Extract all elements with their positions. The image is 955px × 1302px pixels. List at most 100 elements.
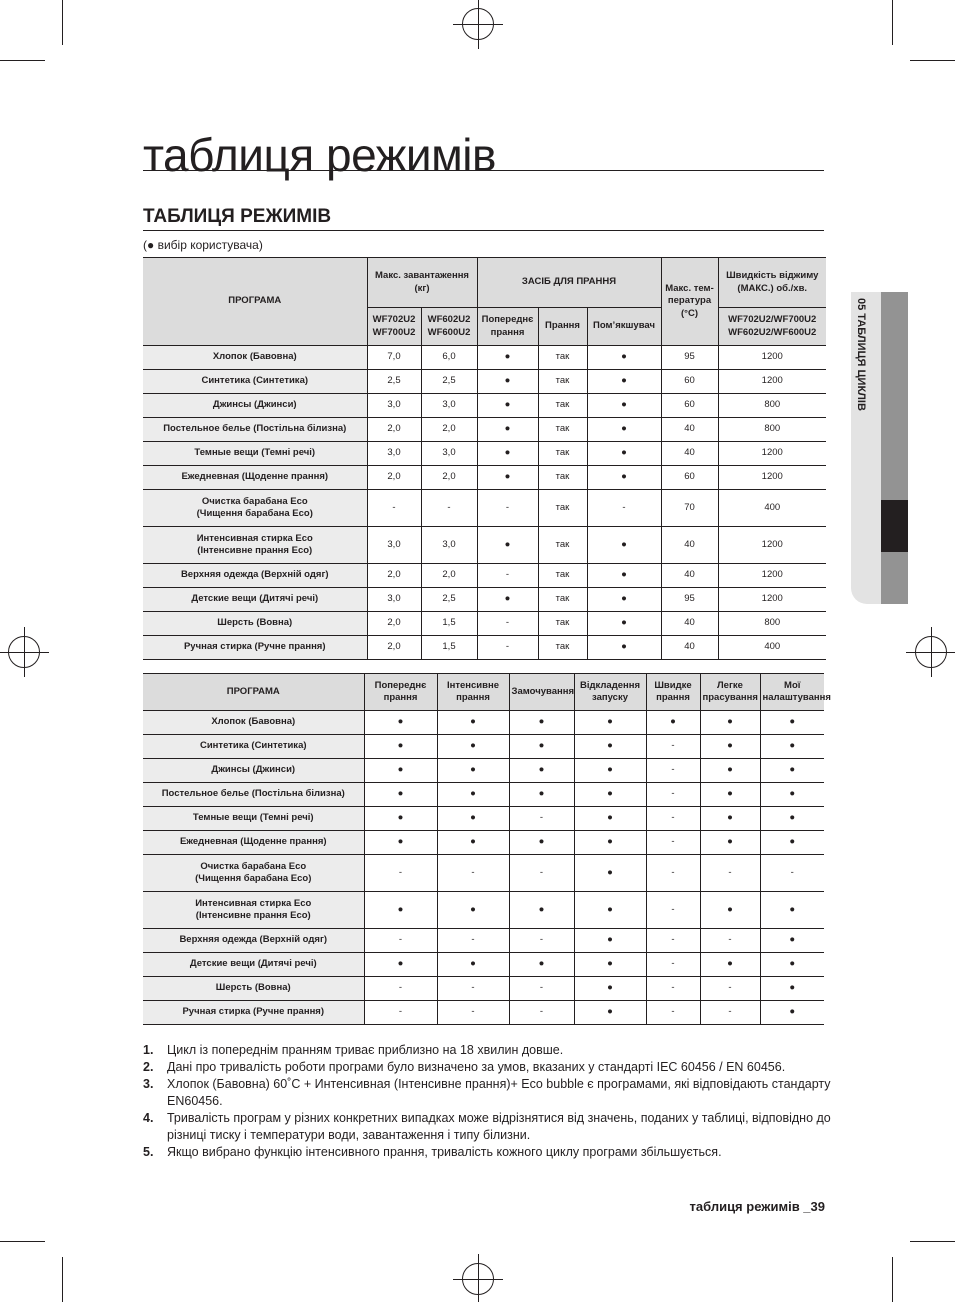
cell-value: так xyxy=(538,345,588,370)
header-col-6: Легке прасування xyxy=(700,673,761,711)
header-max-load: Макс. завантаження (кг) xyxy=(367,257,478,308)
table-row: Интенсивная стирка Eco (Інтенсивне пранн… xyxy=(143,526,826,564)
header-spin: Швидкість віджиму (МАКС.) об./хв. xyxy=(718,257,826,308)
footnote-item: 5. Якщо вибрано функцію інтенсивного пран… xyxy=(143,1144,833,1161)
table-row: Джинсы (Джинси) ● ● ● ● - ● ● xyxy=(143,758,824,783)
selected-dot-icon: ● xyxy=(477,393,539,418)
selected-dot-icon: ● xyxy=(437,952,510,977)
program-name: Ежедневная (Щоденне прання) xyxy=(143,465,368,490)
selected-dot-icon: ● xyxy=(574,928,647,953)
cell-value: 800 xyxy=(718,611,826,636)
cell-value: 2,0 xyxy=(421,465,478,490)
selected-dot-icon: ● xyxy=(760,928,824,953)
selected-dot-icon: ● xyxy=(364,758,438,783)
program-name: Джинсы (Джинси) xyxy=(143,393,368,418)
table-row: Очистка барабана Eco (Чищення барабана E… xyxy=(143,854,824,892)
cell-value: - xyxy=(509,928,575,953)
selected-dot-icon: ● xyxy=(574,782,647,807)
program-name: Детские вещи (Дитячі речі) xyxy=(143,587,368,612)
selected-dot-icon: ● xyxy=(364,734,438,759)
header-load-b: WF602U2 WF600U2 xyxy=(421,307,478,346)
cell-value: так xyxy=(538,563,588,588)
table-row: Постельное белье (Постільна білизна) ● ● ● ●… xyxy=(143,782,824,807)
cell-value: 2,0 xyxy=(367,563,422,588)
cell-value: - xyxy=(646,928,701,953)
cell-value: - xyxy=(646,782,701,807)
program-name: Джинсы (Джинси) xyxy=(143,758,365,783)
table-row: Ручная стирка (Ручне прання) 2,0 1,5- так ● 4… xyxy=(143,635,826,660)
footnote-text: Тривалість програм у різних конкретних в… xyxy=(167,1111,831,1142)
selected-dot-icon: ● xyxy=(700,734,761,759)
cell-value: 60 xyxy=(661,465,719,490)
cell-value: 40 xyxy=(661,526,719,564)
header-max-temp: Макс. тем-пература (°C) xyxy=(661,257,719,346)
cell-value: - xyxy=(437,976,510,1001)
header-col-7: Мої налаштування xyxy=(760,673,831,711)
selected-dot-icon: ● xyxy=(587,587,662,612)
selected-dot-icon: ● xyxy=(574,952,647,977)
program-name: Темные вещи (Темні речі) xyxy=(143,441,368,466)
cell-value: так xyxy=(538,465,588,490)
program-name: Хлопок (Бавовна) xyxy=(143,710,365,735)
cell-value: 40 xyxy=(661,635,719,660)
registration-mark-icon xyxy=(453,1254,503,1302)
section-divider xyxy=(143,230,824,231)
cell-value: 2,5 xyxy=(421,587,478,612)
section-title: ТАБЛИЦЯ РЕЖИМІВ xyxy=(143,206,332,227)
cell-value: 1200 xyxy=(718,526,826,564)
crop-mark xyxy=(62,0,63,45)
program-name: Синтетика (Синтетика) xyxy=(143,369,368,394)
table-row: Темные вещи (Темні речі) ● ● - ● - ● ● xyxy=(143,806,824,831)
program-name: Интенсивная стирка Eco (Інтенсивне пранн… xyxy=(143,526,368,564)
table-row: Ручная стирка (Ручне прання) - - - ● - - ● xyxy=(143,1000,824,1025)
selected-dot-icon: ● xyxy=(437,830,510,855)
selected-dot-icon: ● xyxy=(574,1000,647,1025)
selected-dot-icon: ● xyxy=(477,587,539,612)
selected-dot-icon: ● xyxy=(700,758,761,783)
selected-dot-icon: ● xyxy=(760,734,824,759)
cell-value: - xyxy=(364,976,438,1001)
table-row: Темные вещи (Темні речі) 3,0 3,0 ● так ● 40 120… xyxy=(143,441,826,466)
selected-dot-icon: ● xyxy=(574,976,647,1001)
table-row: Очистка барабана Eco (Чищення барабана E… xyxy=(143,489,826,527)
selected-dot-icon: ● xyxy=(477,345,539,370)
header-col-3: Замочування xyxy=(509,673,575,711)
program-name: Темные вещи (Темні речі) xyxy=(143,806,365,831)
crop-mark xyxy=(0,60,45,61)
side-tab-label: 05 ТАБЛИЦЯ ЦИКЛІВ xyxy=(855,298,867,411)
cell-value: 2,0 xyxy=(421,417,478,442)
cell-value: так xyxy=(538,611,588,636)
cell-value: 3,0 xyxy=(421,441,478,466)
selected-dot-icon: ● xyxy=(700,782,761,807)
selected-dot-icon: ● xyxy=(509,830,575,855)
header-softener: Пом’якшувач xyxy=(587,307,662,346)
cell-value: - xyxy=(477,635,539,660)
crop-mark xyxy=(62,1257,63,1302)
footnote-text: Цикл із попереднім пранням триває прибли… xyxy=(167,1043,564,1057)
selected-dot-icon: ● xyxy=(587,465,662,490)
cell-value: 2,0 xyxy=(367,611,422,636)
cell-value: 400 xyxy=(718,635,826,660)
cell-value: 1200 xyxy=(718,369,826,394)
selected-dot-icon: ● xyxy=(587,393,662,418)
cell-value: 40 xyxy=(661,611,719,636)
cell-value: 3,0 xyxy=(421,526,478,564)
cell-value: 3,0 xyxy=(367,526,422,564)
program-table-2: ПРОГРАМА Попереднє прання Інтенсивне пранн… xyxy=(143,673,831,1025)
page-title: таблиця режимів xyxy=(143,129,496,181)
cell-value: так xyxy=(538,587,588,612)
selected-dot-icon: ● xyxy=(587,441,662,466)
cell-value: - xyxy=(646,806,701,831)
table-row: Хлопок (Бавовна) 7,0 6,0 ● так ● 95 1200 xyxy=(143,345,826,370)
cell-value: 3,0 xyxy=(367,441,422,466)
selected-dot-icon: ● xyxy=(760,952,824,977)
program-name: Верхняя одежда (Верхній одяг) xyxy=(143,563,368,588)
footnote-text: Дані про тривалість роботи програми було… xyxy=(167,1060,786,1074)
selected-dot-icon: ● xyxy=(509,952,575,977)
cell-value: 95 xyxy=(661,587,719,612)
program-name: Постельное белье (Постільна білизна) xyxy=(143,417,368,442)
table-row: Джинсы (Джинси) 3,0 3,0 ● так ● 60 800 xyxy=(143,393,826,418)
header-program: ПРОГРАМА xyxy=(143,257,368,346)
cell-value: 400 xyxy=(718,489,826,527)
cell-value: 60 xyxy=(661,369,719,394)
